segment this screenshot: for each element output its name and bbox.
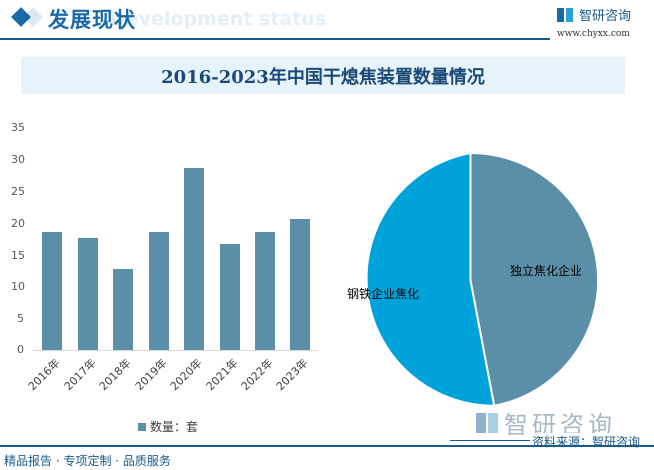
brand-logo: 智研咨询 [557, 5, 631, 24]
section-header: Development status 发展现状 智研咨询 www.chyxx.c… [0, 0, 654, 44]
bar-2019 [149, 232, 169, 350]
brand-name: 智研咨询 [579, 9, 632, 24]
pie-label-steel: 钢铁企业焦化 [347, 287, 420, 301]
y-tick: 25 [11, 185, 25, 198]
pie-svg [365, 153, 598, 407]
x-axis-line [33, 350, 318, 351]
y-tick: 30 [11, 153, 25, 166]
bar-2018 [113, 269, 133, 350]
footer-tagline: 精品报告 · 专项定制 · 品质服务 [4, 454, 171, 468]
brand-logo-icon [557, 7, 573, 22]
y-tick: 15 [11, 249, 25, 262]
bar-2021 [220, 244, 240, 350]
y-tick: 10 [11, 280, 25, 293]
bar-2017 [78, 238, 98, 350]
y-tick: 20 [11, 217, 25, 230]
brand-url: www.chyxx.com [557, 29, 630, 39]
header-divider [0, 38, 550, 40]
legend-swatch [138, 422, 146, 431]
footer-divider [0, 445, 654, 447]
y-tick: 5 [17, 312, 24, 325]
watermark-logo-icon [476, 412, 498, 433]
legend-label: 数量：套 [150, 420, 199, 434]
bar-2023 [290, 219, 310, 350]
bar-legend: 数量：套 [138, 418, 198, 435]
y-tick: 0 [17, 343, 24, 356]
pie-slice-independent [469, 153, 598, 407]
pie-label-independent: 独立焦化企业 [510, 264, 583, 278]
source-note: 资料来源：智研咨询 [530, 433, 643, 450]
y-tick: 35 [11, 121, 25, 134]
chart-title: 2016-2023年中国干熄焦装置数量情况 [161, 66, 485, 88]
pie-slice-steel [365, 153, 496, 407]
section-subtitle-faded: Development status [110, 8, 327, 30]
bar-2016 [42, 232, 62, 350]
diamond-icon [11, 7, 31, 27]
chart-title-band: 2016-2023年中国干熄焦装置数量情况 [21, 57, 625, 94]
bar-2022 [255, 232, 275, 350]
source-divider [450, 440, 530, 441]
section-title: 发展现状 [48, 8, 136, 32]
bar-2020 [184, 168, 204, 350]
